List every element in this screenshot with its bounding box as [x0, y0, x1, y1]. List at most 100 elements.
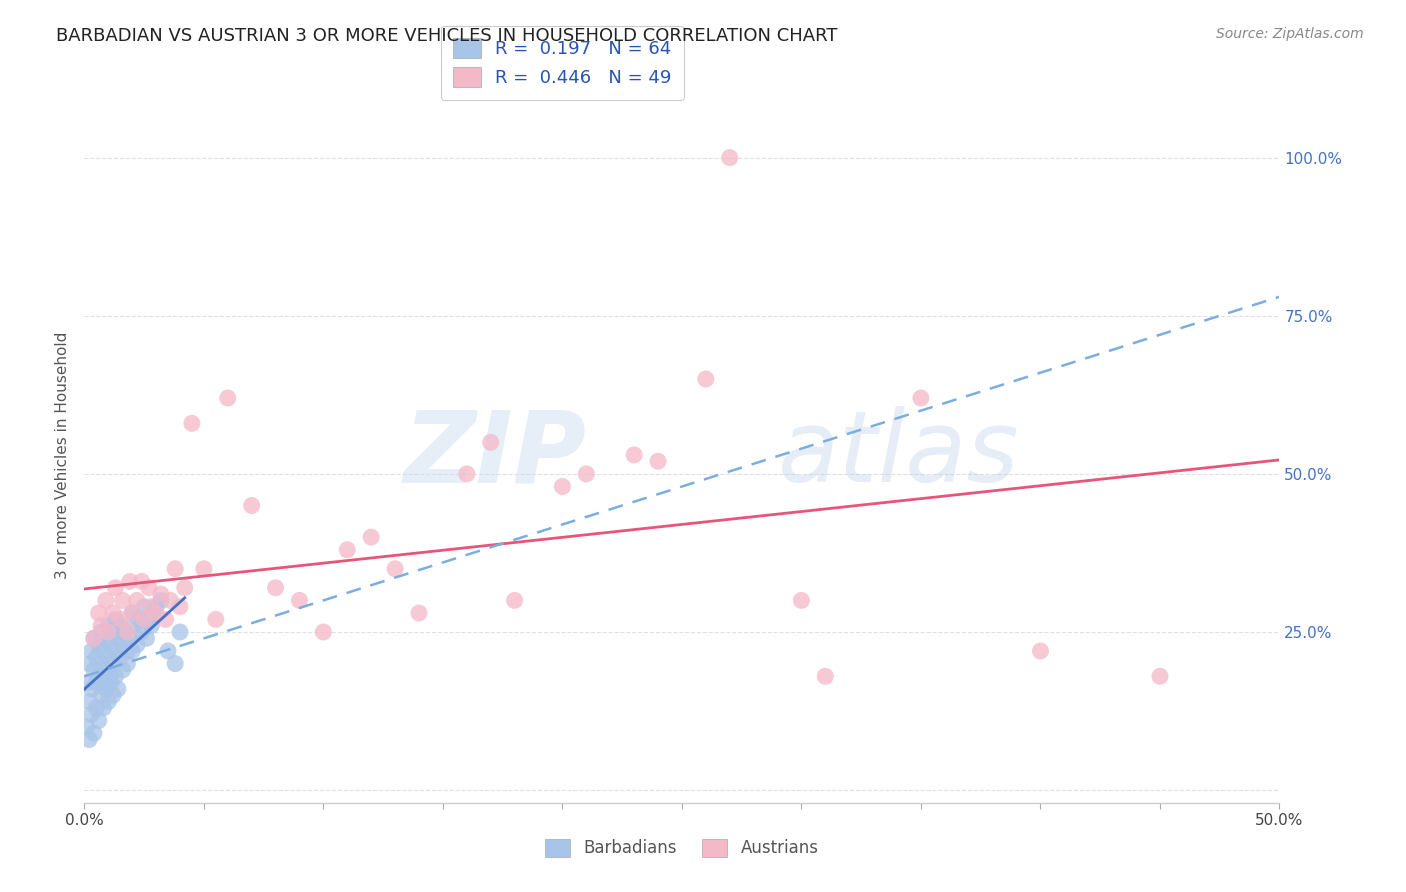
Point — [110, 618, 132, 632]
Point — [83, 726, 105, 740]
Point — [80, 707, 103, 722]
Point — [100, 638, 122, 652]
Point — [111, 663, 134, 677]
Point — [814, 669, 837, 683]
Point — [240, 499, 263, 513]
Point — [145, 599, 167, 614]
Point — [165, 562, 187, 576]
Point — [910, 391, 932, 405]
Point — [93, 675, 115, 690]
Point — [157, 644, 180, 658]
Point — [131, 574, 153, 589]
Point — [77, 732, 100, 747]
Point — [128, 612, 150, 626]
Point — [93, 701, 115, 715]
Point — [138, 581, 160, 595]
Point — [90, 657, 112, 671]
Point — [1149, 669, 1171, 683]
Point — [165, 657, 187, 671]
Point — [101, 688, 124, 702]
Point — [118, 632, 141, 646]
Point — [86, 701, 108, 715]
Point — [125, 638, 148, 652]
Point — [132, 599, 156, 614]
Point — [104, 612, 127, 626]
Point — [83, 632, 105, 646]
Point — [360, 530, 382, 544]
Point — [575, 467, 598, 481]
Point — [80, 681, 103, 696]
Point — [83, 632, 105, 646]
Point — [169, 599, 191, 614]
Point — [149, 593, 172, 607]
Point — [312, 625, 335, 640]
Point — [695, 372, 717, 386]
Point — [117, 644, 139, 658]
Point — [104, 581, 127, 595]
Point — [288, 593, 311, 607]
Point — [107, 681, 129, 696]
Point — [408, 606, 430, 620]
Point — [149, 587, 172, 601]
Point — [101, 606, 124, 620]
Point — [121, 644, 143, 658]
Text: BARBADIAN VS AUSTRIAN 3 OR MORE VEHICLES IN HOUSEHOLD CORRELATION CHART: BARBADIAN VS AUSTRIAN 3 OR MORE VEHICLES… — [56, 27, 838, 45]
Point — [104, 669, 127, 683]
Point — [101, 625, 124, 640]
Point — [125, 593, 148, 607]
Point — [503, 593, 526, 607]
Point — [118, 574, 141, 589]
Point — [205, 612, 228, 626]
Point — [121, 606, 143, 620]
Point — [114, 625, 136, 640]
Point — [1029, 644, 1052, 658]
Point — [121, 606, 143, 620]
Point — [97, 695, 120, 709]
Point — [94, 681, 117, 696]
Point — [94, 632, 117, 646]
Point — [110, 650, 132, 665]
Point — [117, 625, 139, 640]
Point — [159, 593, 181, 607]
Point — [86, 650, 108, 665]
Point — [77, 657, 100, 671]
Point — [456, 467, 478, 481]
Point — [93, 644, 115, 658]
Point — [173, 581, 195, 595]
Point — [124, 618, 146, 632]
Point — [86, 675, 108, 690]
Point — [77, 695, 100, 709]
Point — [336, 542, 359, 557]
Y-axis label: 3 or more Vehicles in Household: 3 or more Vehicles in Household — [55, 331, 70, 579]
Text: ZIP: ZIP — [404, 407, 586, 503]
Point — [718, 151, 741, 165]
Text: Source: ZipAtlas.com: Source: ZipAtlas.com — [1216, 27, 1364, 41]
Point — [790, 593, 813, 607]
Point — [87, 714, 110, 728]
Point — [647, 454, 669, 468]
Point — [111, 593, 134, 607]
Point — [117, 657, 139, 671]
Point — [90, 618, 112, 632]
Point — [141, 618, 163, 632]
Point — [132, 612, 156, 626]
Point — [94, 593, 117, 607]
Point — [135, 632, 157, 646]
Point — [217, 391, 239, 405]
Point — [623, 448, 645, 462]
Point — [193, 562, 215, 576]
Point — [181, 417, 204, 431]
Point — [479, 435, 502, 450]
Point — [264, 581, 287, 595]
Point — [138, 612, 160, 626]
Point — [87, 606, 110, 620]
Text: atlas: atlas — [778, 407, 1019, 503]
Point — [87, 638, 110, 652]
Point — [80, 644, 103, 658]
Point — [111, 638, 134, 652]
Point — [155, 612, 177, 626]
Point — [131, 625, 153, 640]
Point — [142, 606, 165, 620]
Point — [100, 669, 122, 683]
Point — [97, 650, 120, 665]
